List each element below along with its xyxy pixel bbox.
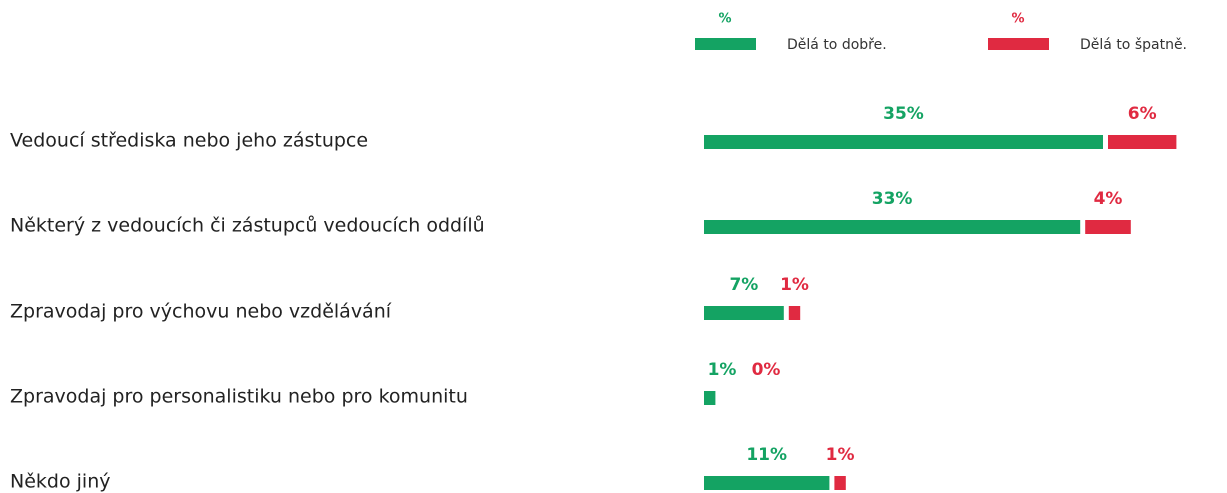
value-label: 11% — [746, 445, 787, 465]
legend-label: Dělá to dobře. — [787, 37, 887, 53]
bar-segment — [704, 476, 830, 490]
value-label: 6% — [1128, 104, 1157, 124]
category-label: Zpravodaj pro výchovu nebo vzdělávání — [10, 301, 392, 323]
value-label: 0% — [752, 360, 781, 380]
category-label: Někdo jiný — [10, 471, 110, 493]
value-label: 33% — [872, 189, 913, 209]
bar-segment — [704, 135, 1103, 149]
bar-segment — [704, 306, 784, 320]
category-label: Vedoucí střediska nebo jeho zástupce — [10, 130, 368, 152]
bar-segment — [834, 476, 846, 490]
value-label: 1% — [826, 445, 855, 465]
legend-swatch — [695, 38, 756, 50]
legend-swatch — [988, 38, 1049, 50]
value-label: 4% — [1094, 189, 1123, 209]
bar-segment — [1108, 135, 1177, 149]
legend-label: Dělá to špatně. — [1080, 37, 1187, 53]
value-label: 7% — [729, 275, 758, 295]
bar-segment — [704, 391, 716, 405]
value-label: 1% — [708, 360, 737, 380]
legend-unit: % — [718, 12, 731, 27]
value-label: 1% — [780, 275, 809, 295]
category-label: Zpravodaj pro personalistiku nebo pro ko… — [10, 386, 468, 408]
bar-segment — [788, 306, 801, 320]
bar-segment — [704, 220, 1081, 234]
value-label: 35% — [883, 104, 924, 124]
bar-segment — [1085, 220, 1131, 234]
legend-unit: % — [1011, 12, 1024, 27]
category-label: Některý z vedoucích či zástupců vedoucíc… — [10, 215, 485, 237]
